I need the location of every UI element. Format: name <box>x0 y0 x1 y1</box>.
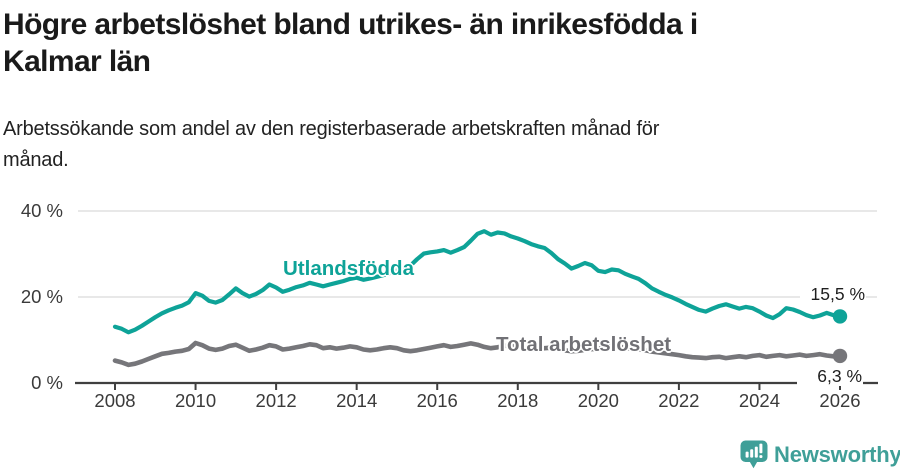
y-axis-tick-label-0: 0 % <box>31 372 63 393</box>
series-label-utlandsfodda: Utlandsfödda <box>283 257 414 280</box>
title-line-2: Kalmar län <box>3 45 151 78</box>
x-axis-tick-label: 2022 <box>658 390 700 411</box>
end-value-label-total: 6,3 % <box>797 366 863 386</box>
series-line-1 <box>112 340 843 368</box>
subtitle-line-1: Arbetssökande som andel av den registerb… <box>3 118 660 140</box>
subtitle-line-2: månad. <box>3 149 69 171</box>
newsworthy-logo[interactable]: Newsworthy <box>740 440 900 472</box>
x-axis-tick-label: 2010 <box>174 390 217 411</box>
title-line-1: Högre arbetslöshet bland utrikes- än inr… <box>3 8 698 41</box>
newsworthy-wordmark: Newsworthy <box>774 442 900 467</box>
line-chart-plot-area <box>75 210 878 390</box>
newsworthy-bar-chart-bubble-icon <box>740 440 768 469</box>
series-line-0 <box>112 229 843 335</box>
x-axis-tick-label: 2016 <box>416 390 458 411</box>
y-axis-tick-label-40: 40 % <box>20 200 63 221</box>
y-axis-tick-label-20: 20 % <box>20 286 63 307</box>
series-end-dot-0 <box>832 309 848 324</box>
x-axis-tick-label: 2026 <box>819 390 861 411</box>
end-value-label-utlandsfodda: 15,5 % <box>800 284 866 304</box>
chart-subtitle: Arbetssökande som andel av den registerb… <box>3 114 863 176</box>
x-axis-tick-labels: 2008 2010 2012 2014 2016 2018 2020 2022 2024 2026 <box>0 390 900 414</box>
x-axis-tick-label: 2018 <box>497 390 539 411</box>
x-axis-tick-label: 2014 <box>336 390 378 411</box>
series-end-dot-1 <box>832 348 848 364</box>
x-axis-tick-label: 2008 <box>94 390 136 411</box>
x-axis-tick-label: 2024 <box>738 390 781 411</box>
x-axis-tick-label: 2012 <box>255 390 297 411</box>
x-axis-tick-label: 2020 <box>577 390 619 411</box>
page-title: Högre arbetslöshet bland utrikes- än inr… <box>3 6 883 80</box>
series-label-total-arbetsloshet: Total arbetslöshet <box>496 333 672 356</box>
